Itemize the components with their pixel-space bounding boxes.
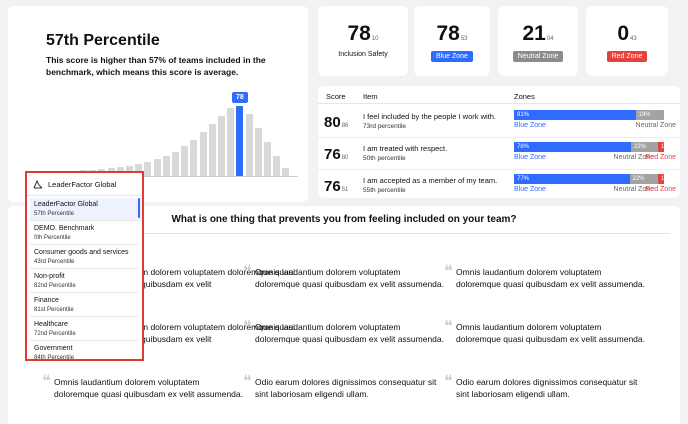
histogram-highlight-label: 78 bbox=[231, 92, 248, 103]
row-item: I feel included by the people I work wit… bbox=[363, 112, 496, 121]
dropdown-scrollbar[interactable] bbox=[138, 198, 140, 218]
red-zone-badge: Red Zone bbox=[606, 51, 648, 62]
response-card: ❝ Odio earum dolores dignissimos consequa… bbox=[444, 371, 638, 399]
metric-value: 7810 bbox=[347, 22, 379, 45]
zone-label: Neutral Zone bbox=[613, 186, 654, 193]
zone-segment: 77% bbox=[514, 174, 630, 184]
row-score: 8086 bbox=[324, 114, 349, 131]
histogram-bar bbox=[245, 114, 253, 176]
quote-icon: ❝ bbox=[42, 371, 51, 390]
metric-card-neutral-zone: 2104 Neutral Zone bbox=[498, 6, 578, 76]
response-card: ❝ Odio earum dolores dignissimos consequa… bbox=[243, 371, 437, 399]
column-header-score: Score bbox=[326, 92, 346, 101]
percentile-card: 57th Percentile This score is higher tha… bbox=[8, 6, 308, 202]
histogram-bar bbox=[218, 116, 225, 176]
quote-icon: ❝ bbox=[444, 261, 453, 280]
metric-value: 7853 bbox=[436, 22, 468, 45]
row-item: I am accepted as a member of my team. bbox=[363, 176, 498, 185]
metric-label: Inclusion Safety bbox=[338, 51, 388, 58]
zone-label: Blue Zone bbox=[514, 154, 546, 161]
response-card: ❝ Omnis laudantium dolorem voluptatem dol… bbox=[444, 261, 646, 289]
histogram-bar bbox=[135, 164, 143, 176]
histogram-bar bbox=[236, 106, 244, 176]
blue-zone-badge: Blue Zone bbox=[431, 51, 473, 62]
percentile-description: This score is higher than 57% of teams i… bbox=[46, 55, 266, 77]
histogram-bar bbox=[273, 156, 281, 176]
zone-segment: 22% bbox=[629, 174, 658, 184]
quote-icon: ❝ bbox=[444, 316, 453, 335]
histogram-bar bbox=[153, 159, 161, 176]
dropdown-option[interactable]: Healthcare 72nd Percentile bbox=[30, 318, 142, 341]
zone-segment: 22% bbox=[631, 142, 658, 152]
zone-label: Blue Zone bbox=[514, 186, 546, 193]
histogram-bar bbox=[208, 124, 216, 176]
column-header-zones: Zones bbox=[514, 92, 535, 101]
dropdown-option[interactable]: Non-profit 82nd Percentile bbox=[30, 270, 142, 293]
histogram-bar bbox=[190, 140, 198, 176]
percentile-title: 57th Percentile bbox=[46, 32, 160, 49]
dropdown-option[interactable]: LeaderFactor Global 57th Percentile bbox=[30, 198, 142, 221]
quote-icon: ❝ bbox=[243, 316, 252, 335]
metric-card-blue-zone: 7853 Blue Zone bbox=[414, 6, 490, 76]
zone-label: Red Zone bbox=[645, 154, 676, 161]
row-percentile: 55th percentile bbox=[363, 187, 406, 194]
zone-segment: 1% bbox=[658, 174, 664, 184]
zone-segment: 81% bbox=[514, 110, 636, 120]
zone-segment: 78% bbox=[514, 142, 631, 152]
histogram-baseline bbox=[28, 176, 298, 177]
zone-label: Neutral Zone bbox=[613, 154, 654, 161]
histogram-bar bbox=[282, 168, 290, 176]
row-percentile: 50th percentile bbox=[363, 155, 406, 162]
response-card: ❝ Omnis laudantium dolorem voluptatem dol… bbox=[243, 261, 445, 289]
zone-bar: 81% 19% bbox=[514, 110, 664, 120]
response-card: ❝ Omnis laudantium dolorem voluptatem dol… bbox=[243, 316, 445, 344]
histogram-bar bbox=[172, 152, 179, 176]
table-row: 7680 I am treated with respect. 50th per… bbox=[318, 138, 680, 169]
leaderfactor-logo-icon bbox=[33, 179, 43, 189]
quote-icon: ❝ bbox=[444, 371, 453, 390]
quote-icon: ❝ bbox=[243, 371, 252, 390]
histogram-bar bbox=[254, 128, 262, 176]
metric-value: 2104 bbox=[522, 22, 554, 45]
zone-label: Neutral Zone bbox=[635, 122, 676, 129]
zone-label: Red Zone bbox=[645, 186, 676, 193]
dropdown-header[interactable]: LeaderFactor Global bbox=[27, 173, 142, 196]
dropdown-selected-label: LeaderFactor Global bbox=[48, 180, 117, 189]
response-card: ❝ Omnis laudantium dolorem voluptatem dol… bbox=[444, 316, 646, 344]
zone-label: Blue Zone bbox=[514, 122, 546, 129]
table-row: 7651 I am accepted as a member of my tea… bbox=[318, 170, 680, 198]
histogram-bar bbox=[227, 108, 235, 176]
row-score: 7651 bbox=[324, 178, 349, 195]
benchmark-histogram bbox=[28, 106, 298, 176]
row-percentile: 73rd percentile bbox=[363, 123, 406, 130]
zone-bar: 77%22%1% bbox=[514, 174, 664, 184]
question-title: What is one thing that prevents you from… bbox=[171, 214, 517, 225]
metric-card-red-zone: 043 Red Zone bbox=[586, 6, 668, 76]
zone-segment: 19% bbox=[635, 110, 664, 120]
histogram-bar bbox=[144, 162, 152, 176]
dropdown-option[interactable]: Government 84th Percentile bbox=[30, 342, 142, 359]
score-table: Score Item Zones 8086 I feel included by… bbox=[318, 86, 680, 198]
histogram-bar bbox=[162, 156, 170, 176]
neutral-zone-badge: Neutral Zone bbox=[512, 51, 564, 62]
histogram-bar bbox=[199, 132, 207, 176]
histogram-bar bbox=[181, 146, 189, 176]
metric-value: 043 bbox=[617, 22, 637, 45]
column-header-item: Item bbox=[363, 92, 378, 101]
row-score: 7680 bbox=[324, 146, 349, 163]
benchmark-dropdown[interactable]: LeaderFactor Global LeaderFactor Global 5… bbox=[25, 171, 144, 361]
metric-card-inclusion-safety: 7810 Inclusion Safety bbox=[318, 6, 408, 76]
zone-bar: 78%22%1% bbox=[514, 142, 664, 152]
response-card: ❝ Omnis laudantium dolorem voluptatem dol… bbox=[42, 371, 244, 399]
table-row: 8086 I feel included by the people I wor… bbox=[318, 106, 680, 137]
row-item: I am treated with respect. bbox=[363, 144, 448, 153]
dropdown-option[interactable]: DEMO. Benchmark 0th Percentile bbox=[30, 222, 142, 245]
zone-segment: 1% bbox=[658, 142, 664, 152]
dropdown-option[interactable]: Finance 81st Percentile bbox=[30, 294, 142, 317]
histogram-bar bbox=[264, 142, 271, 176]
quote-icon: ❝ bbox=[243, 261, 252, 280]
dropdown-option[interactable]: Consumer goods and services 43rd Percenti… bbox=[30, 246, 142, 269]
